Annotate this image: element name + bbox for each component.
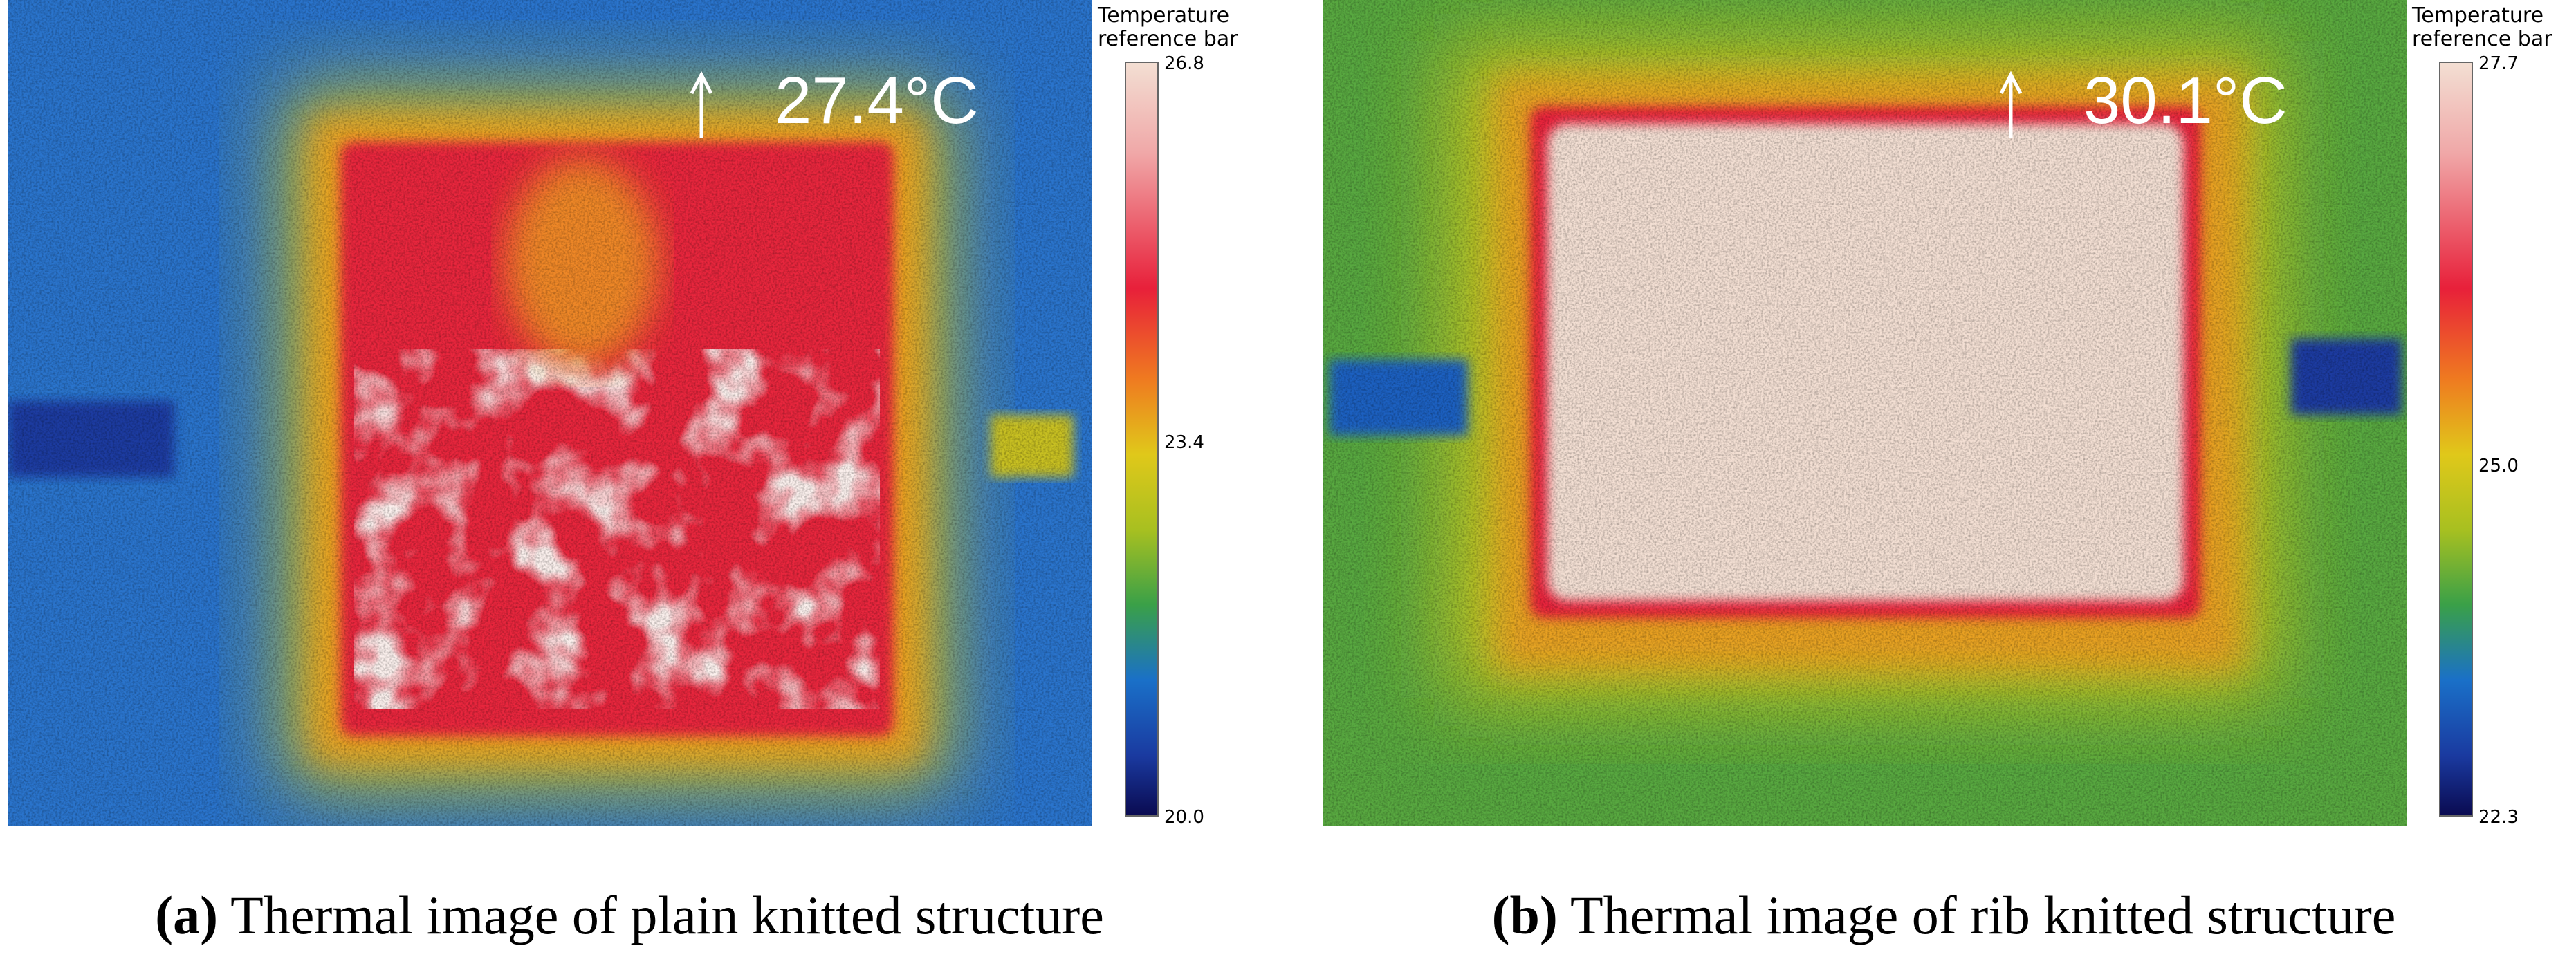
sensor-noise (1323, 0, 2407, 826)
colorbar-tick-label: 23.4 (1164, 432, 1204, 453)
caption: (a) Thermal image of plain knitted struc… (155, 885, 1104, 945)
colorbar-tick-label: 20.0 (1164, 807, 1204, 828)
colorbar-title: Temperature (2411, 3, 2543, 28)
thermal-image (1323, 0, 2407, 826)
max-temp-label: 30.1°C (2083, 64, 2288, 138)
caption-label: (a) (155, 885, 218, 945)
caption-text: Thermal image of rib knitted structure (1570, 885, 2395, 945)
colorbar-title: Temperature (1097, 3, 1229, 28)
max-temp-arrow (1999, 71, 2023, 138)
colorbar-title: reference bar (2412, 27, 2552, 51)
caption-text (218, 885, 230, 945)
colorbar-tick-label: 27.7 (2478, 53, 2519, 74)
colorbar (2439, 62, 2473, 817)
max-temp-label: 27.4°C (775, 64, 979, 138)
colorbar-tick-label: 26.8 (1164, 53, 1204, 74)
colorbar-title: reference bar (1098, 27, 1238, 51)
thermal-image (8, 0, 1092, 826)
sensor-noise (8, 0, 1092, 826)
colorbar (1125, 62, 1159, 817)
caption-text (1558, 885, 1570, 945)
caption-text: Thermal image of plain knitted structure (230, 885, 1104, 945)
colorbar-tick-label: 22.3 (2478, 807, 2519, 828)
colorbar-tick-label: 25.0 (2478, 456, 2519, 476)
caption-label: (b) (1492, 885, 1558, 945)
max-temp-arrow (690, 71, 713, 138)
caption: (b) Thermal image of rib knitted structu… (1492, 885, 2396, 945)
